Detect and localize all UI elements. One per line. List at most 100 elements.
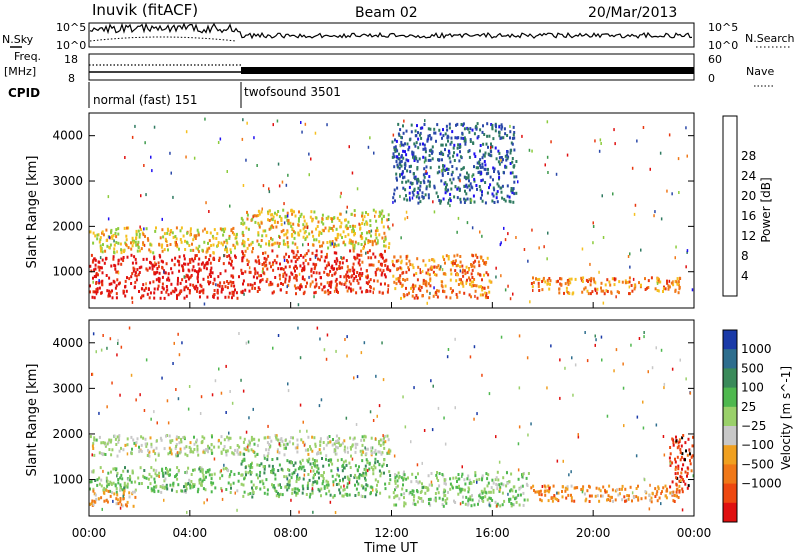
velocity-cell <box>462 495 464 499</box>
power-cell <box>486 256 489 260</box>
power-cell <box>405 194 407 198</box>
power-cell <box>560 283 563 287</box>
power-cell <box>481 162 484 166</box>
power-cell <box>469 182 472 186</box>
velocity-cell <box>336 473 339 477</box>
power-cell <box>479 144 482 147</box>
power-cell <box>383 239 386 243</box>
velocity-cell <box>100 348 103 352</box>
velocity-cell <box>104 444 107 448</box>
velocity-cell <box>454 337 456 341</box>
power-cell <box>341 257 344 261</box>
power-cell <box>456 196 459 200</box>
power-cell <box>196 286 199 290</box>
power-cell <box>417 287 420 291</box>
power-cell <box>320 255 323 259</box>
power-cell <box>470 198 473 202</box>
power-cell <box>633 287 636 291</box>
power-cell <box>314 265 317 269</box>
power-y-tick-label: 1000 <box>52 265 83 279</box>
velocity-cell <box>180 450 182 454</box>
power-cell <box>568 292 571 295</box>
power-cell <box>504 164 507 168</box>
power-cell <box>163 296 166 300</box>
power-cell <box>512 200 515 204</box>
power-cell <box>330 265 333 269</box>
power-cell <box>243 240 246 244</box>
velocity-cell <box>655 423 658 427</box>
velocity-cell <box>473 345 476 349</box>
power-cell <box>131 272 134 276</box>
velocity-cell <box>169 440 172 444</box>
velocity-cell <box>488 503 490 507</box>
power-cell <box>538 246 540 250</box>
power-cell <box>220 287 223 291</box>
power-cell <box>471 226 474 230</box>
power-cell <box>232 226 235 230</box>
power-cell <box>259 279 262 283</box>
power-cell <box>289 221 292 225</box>
velocity-cell <box>143 409 146 412</box>
power-cell <box>230 263 233 267</box>
velocity-cell <box>288 468 291 472</box>
power-cell <box>391 155 394 159</box>
power-cell <box>357 242 360 246</box>
power-cell <box>270 265 272 269</box>
velocity-cell <box>389 478 392 482</box>
velocity-cell <box>571 356 573 360</box>
velocity-cell <box>314 442 317 446</box>
power-cell <box>195 254 198 257</box>
power-cell <box>402 143 405 147</box>
power-cell <box>287 173 289 177</box>
velocity-cell <box>177 469 180 472</box>
power-cell <box>376 279 379 283</box>
power-cell <box>325 255 328 259</box>
velocity-cell <box>362 472 365 476</box>
power-cell <box>414 144 417 148</box>
power-cell <box>199 283 202 287</box>
power-cell <box>469 140 472 143</box>
power-cell <box>454 185 457 189</box>
velocity-cell <box>540 499 543 503</box>
velocity-cell <box>170 452 173 456</box>
power-cell <box>302 227 305 231</box>
velocity-cell <box>675 476 678 480</box>
velocity-cell <box>313 463 316 467</box>
power-cell <box>265 234 268 238</box>
power-cell <box>580 276 583 280</box>
power-cell <box>481 234 483 238</box>
velocity-cell <box>127 478 130 482</box>
velocity-cell <box>580 488 583 491</box>
power-cell <box>399 255 402 259</box>
power-cell <box>167 272 170 276</box>
velocity-cell <box>251 486 253 490</box>
velocity-cell <box>167 452 170 456</box>
power-cell <box>452 289 454 293</box>
power-cell <box>212 236 215 240</box>
velocity-cell <box>236 508 238 512</box>
power-cell <box>498 172 500 176</box>
velocity-cell <box>463 488 466 492</box>
power-cell <box>95 273 98 277</box>
power-cell <box>404 150 406 154</box>
velocity-cell <box>379 491 382 495</box>
velocity-cell <box>394 476 397 480</box>
velocity-cell <box>185 490 187 494</box>
power-cell <box>98 281 101 285</box>
power-cell <box>240 290 243 294</box>
velocity-cell <box>692 474 694 478</box>
power-cell <box>246 263 249 266</box>
power-cell <box>209 254 212 258</box>
power-cell <box>242 222 245 226</box>
velocity-cell <box>570 484 573 488</box>
power-cell <box>412 156 415 160</box>
power-cell <box>111 296 114 300</box>
power-cell <box>671 192 673 196</box>
power-cell <box>481 130 484 134</box>
velocity-colorbar-segment <box>723 406 737 427</box>
power-cell <box>261 234 264 238</box>
power-cell <box>381 217 383 221</box>
velocity-cell <box>671 461 674 465</box>
power-cell <box>463 201 466 204</box>
velocity-cell <box>123 489 126 493</box>
